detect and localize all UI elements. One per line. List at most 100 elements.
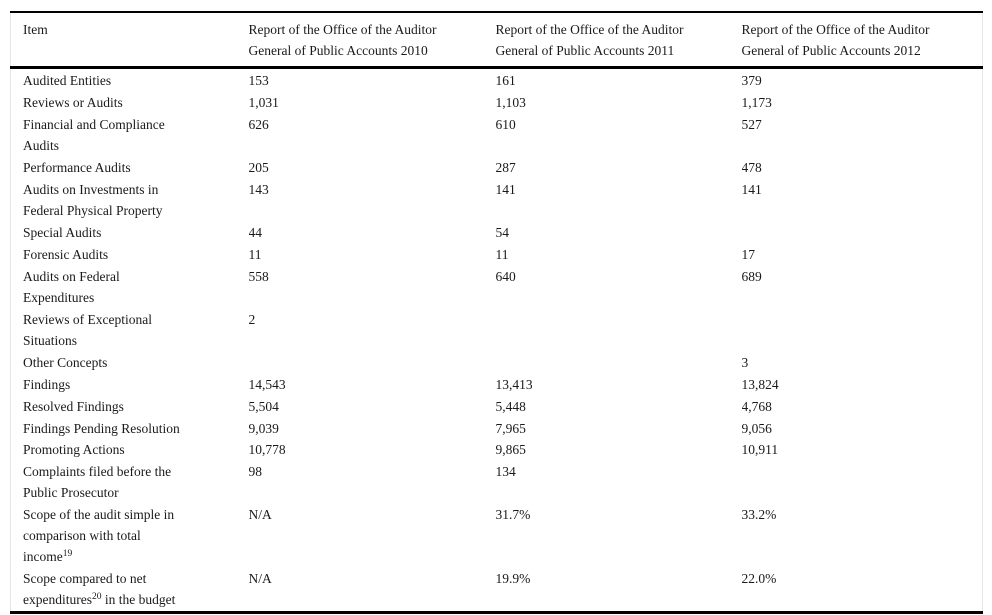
value-cell-report_2011: 161 — [495, 72, 516, 88]
item-cell: Findings Pending Resolution — [11, 417, 249, 439]
value-cell-report_2010: 11 — [248, 246, 262, 262]
table-row: Audits on Investments in Federal Physical… — [11, 178, 983, 221]
item-label: Scope of the audit simple in comparison w… — [23, 507, 175, 565]
value-cell-report_2010: 9,039 — [248, 420, 279, 436]
table-row: Scope compared to net expenditures20 in t… — [11, 568, 983, 612]
header-row: Item Report of the Office of the Auditor G… — [10, 12, 983, 69]
table-row: Findings 14,543 13,413 13,824 — [11, 373, 983, 395]
item-cell: Forensic Audits — [11, 243, 249, 265]
table-body: Audited Entities 153 161 379 Reviews or Audi… — [11, 68, 983, 613]
column-header-report_2012: Report of the Office of the Auditor Gener… — [741, 12, 983, 69]
column-header-label: Report of the Office of the Auditor Gener… — [495, 22, 684, 58]
item-label: Findings — [23, 376, 71, 392]
column-header-label: Item — [23, 22, 48, 37]
value-cell-report_2010: N/A — [248, 571, 272, 587]
item-label: Audits on Investments in Federal Physical… — [23, 181, 163, 218]
value-cell-report_2011: 640 — [495, 268, 516, 284]
item-label: Reviews of Exceptional Situations — [23, 311, 152, 348]
item-label: Resolved Findings — [23, 398, 124, 414]
item-cell: Complaints filed before the Public Prosec… — [11, 461, 249, 504]
value-cell-report_2010: 205 — [248, 159, 269, 175]
item-cell: Financial and Compliance Audits — [11, 113, 249, 156]
value-cell-report_2011: 1,103 — [495, 94, 526, 110]
item-label: Promoting Actions — [23, 442, 125, 458]
table-header: Item Report of the Office of the Auditor G… — [10, 12, 983, 69]
value-cell-report_2010: 44 — [248, 224, 263, 240]
value-cell-report_2010: N/A — [248, 507, 272, 523]
item-cell: Resolved Findings — [11, 395, 249, 417]
value-cell-report_2010: 5,504 — [248, 398, 279, 414]
column-header-report_2010: Report of the Office of the Auditor Gener… — [248, 12, 496, 69]
value-cell-report_2012: 4,768 — [741, 398, 772, 414]
value-cell-report_2012: 13,824 — [741, 376, 779, 392]
audit-report-table: Item Report of the Office of the Auditor G… — [10, 11, 983, 614]
item-cell: Findings — [11, 373, 249, 395]
item-cell: Reviews or Audits — [11, 91, 249, 113]
value-cell-report_2010: 14,543 — [248, 376, 286, 392]
item-cell: Audited Entities — [11, 68, 249, 91]
table-row: Forensic Audits 11 11 17 — [11, 243, 983, 265]
value-cell-report_2012: 33.2% — [741, 507, 777, 523]
table-row: Audited Entities 153 161 379 — [11, 68, 983, 91]
value-cell-report_2011: 9,865 — [495, 442, 526, 458]
value-cell-report_2012: 1,173 — [741, 94, 772, 110]
table-row: Special Audits 44 54 — [11, 221, 983, 243]
table-row: Performance Audits 205 287 478 — [11, 156, 983, 178]
value-cell-report_2012: 527 — [741, 116, 762, 132]
value-cell-report_2012 — [742, 461, 983, 504]
table-row: Audits on Federal Expenditures 558 640 689 — [11, 265, 983, 308]
item-cell: Audits on Investments in Federal Physical… — [11, 178, 249, 221]
value-cell-report_2012: 3 — [741, 354, 749, 370]
value-cell-report_2012: 22.0% — [741, 571, 777, 587]
table-row: Resolved Findings 5,504 5,448 4,768 — [11, 395, 983, 417]
item-cell: Special Audits — [11, 221, 249, 243]
table-row: Findings Pending Resolution 9,039 7,965 9,0… — [11, 417, 983, 439]
value-cell-report_2010: 1,031 — [248, 94, 279, 110]
value-cell-report_2012 — [742, 221, 983, 243]
value-cell-report_2011: 610 — [495, 116, 516, 132]
table-row: Promoting Actions 10,778 9,865 10,911 — [11, 439, 983, 461]
item-cell: Scope compared to net expenditures20 in t… — [11, 568, 249, 612]
value-cell-report_2011: 19.9% — [495, 571, 531, 587]
value-cell-report_2010: 143 — [248, 181, 269, 197]
footnote-ref: 20 — [91, 592, 102, 603]
table-row: Financial and Compliance Audits 626 610 527 — [11, 113, 983, 156]
item-label: Other Concepts — [23, 354, 108, 370]
table-row: Reviews or Audits 1,031 1,103 1,173 — [11, 91, 983, 113]
value-cell-report_2011: 13,413 — [495, 376, 533, 392]
value-cell-report_2012: 478 — [741, 159, 762, 175]
item-cell: Scope of the audit simple in comparison w… — [11, 504, 249, 568]
value-cell-report_2011 — [496, 308, 742, 351]
value-cell-report_2012: 141 — [741, 181, 762, 197]
value-cell-report_2010: 626 — [248, 116, 269, 132]
value-cell-report_2011: 31.7% — [495, 507, 531, 523]
item-cell: Reviews of Exceptional Situations — [11, 308, 249, 351]
value-cell-report_2010: 10,778 — [248, 442, 286, 458]
table-row: Other Concepts 3 — [11, 351, 983, 373]
value-cell-report_2011: 7,965 — [495, 420, 526, 436]
item-label: Forensic Audits — [23, 246, 109, 262]
value-cell-report_2010: 558 — [248, 268, 269, 284]
item-cell: Promoting Actions — [11, 439, 249, 461]
value-cell-report_2011: 141 — [495, 181, 516, 197]
item-label: Complaints filed before the Public Prosec… — [23, 464, 172, 501]
value-cell-report_2011: 54 — [495, 224, 510, 240]
table-row: Scope of the audit simple in comparison w… — [11, 504, 983, 568]
value-cell-report_2010: 98 — [248, 464, 263, 480]
item-cell: Audits on Federal Expenditures — [11, 265, 249, 308]
item-label: Reviews or Audits — [23, 94, 123, 110]
item-cell: Other Concepts — [11, 351, 249, 373]
value-cell-report_2010: 153 — [248, 72, 269, 88]
value-cell-report_2012: 689 — [741, 268, 762, 284]
value-cell-report_2012: 10,911 — [741, 442, 779, 458]
item-label: Financial and Compliance Audits — [23, 116, 165, 153]
item-cell: Performance Audits — [11, 156, 249, 178]
column-header-item: Item — [10, 12, 249, 69]
item-label: Audits on Federal Expenditures — [23, 268, 120, 305]
value-cell-report_2012 — [742, 308, 983, 351]
item-label: Scope compared to net expenditures20 in t… — [23, 571, 176, 608]
value-cell-report_2011: 5,448 — [495, 398, 526, 414]
item-label: Performance Audits — [23, 159, 131, 175]
value-cell-report_2012: 17 — [741, 246, 756, 262]
